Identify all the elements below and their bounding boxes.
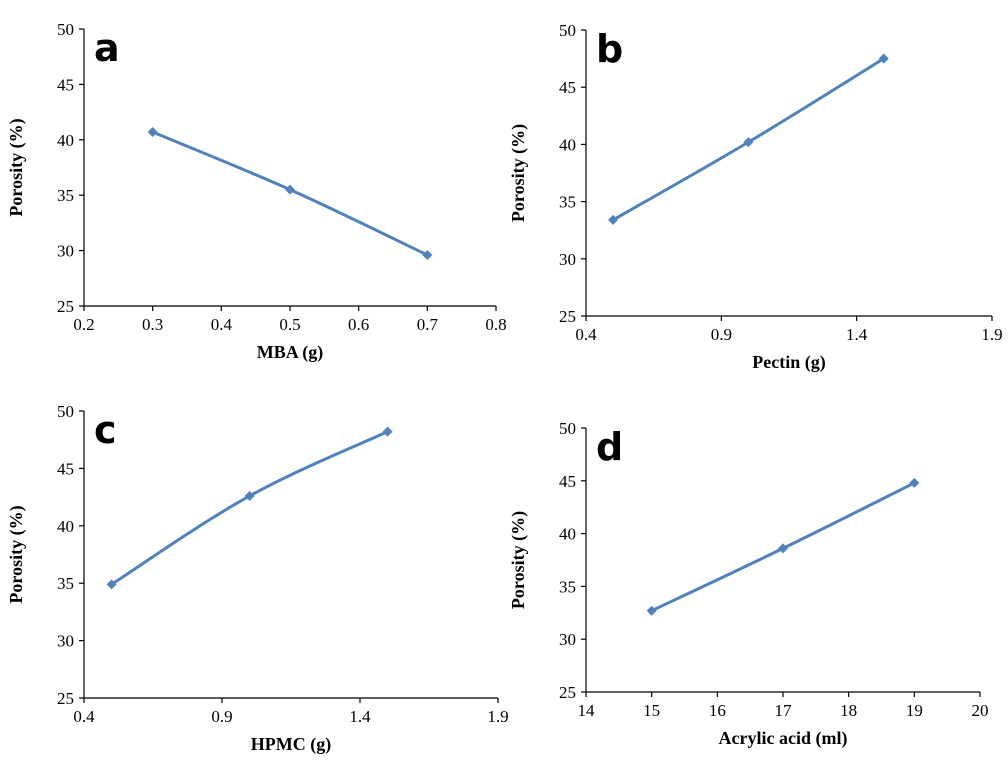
data-point-marker [778,543,788,554]
y-tick-label: 50 [57,20,74,39]
x-tick-label: 15 [643,701,660,720]
x-axis-title: Pectin (g) [752,352,825,373]
y-tick-label: 30 [559,630,576,649]
panel-label: a [94,26,120,70]
y-tick-label: 25 [57,297,74,316]
x-tick-label: 1.9 [981,325,1002,344]
y-axis-title: Porosity (%) [6,505,27,603]
y-tick-label: 40 [559,525,576,544]
x-tick-label: 0.4 [575,325,597,344]
y-tick-label: 40 [57,131,74,150]
x-axis-title: Acrylic acid (ml) [719,728,848,749]
x-tick-label: 1.4 [349,707,371,726]
y-tick-label: 25 [57,689,74,708]
data-point-marker [608,214,619,225]
y-tick-label: 30 [57,632,74,651]
x-tick-label: 1.9 [487,707,508,726]
series-line [110,430,390,586]
y-tick-label: 50 [57,402,74,421]
y-tick-label: 50 [559,21,576,40]
x-tick-label: 0.6 [348,315,369,334]
panel-label: b [596,27,623,71]
data-point-marker [106,579,117,590]
chart-panel-a: 25 30 35 40 45 50 0.2 0.3 0.4 0.5 0.6 0.7 0.8 MBA (g)… [6,20,507,363]
chart-panel-c: 25 30 35 40 45 50 0.4 0.9 1.4 1.9 HPMC (g) Porosity… [6,402,509,755]
data-point-marker [878,53,889,64]
y-axis-title: Porosity (%) [6,118,27,216]
y-tick-label: 25 [559,683,576,702]
x-axis-title: MBA (g) [257,342,324,363]
x-tick-label: 0.3 [142,315,163,334]
y-tick-label: 30 [57,242,74,261]
y-tick-label: 45 [559,78,576,97]
y-tick-label: 25 [559,307,576,326]
y-axis-title: Porosity (%) [508,124,529,222]
x-tick-label: 17 [775,701,793,720]
x-tick-label: 16 [709,701,726,720]
x-tick-label: 0.5 [279,315,300,334]
x-tick-label: 19 [906,701,923,720]
y-axis-title: Porosity (%) [508,511,529,609]
y-tick-label: 35 [57,574,74,593]
x-tick-label: 0.2 [73,315,94,334]
panel-label: c [94,408,117,452]
x-tick-label: 18 [840,701,857,720]
y-tick-label: 40 [57,517,74,536]
y-tick-label: 50 [559,419,576,438]
data-point-marker [646,605,657,616]
x-axis-title: HPMC (g) [251,734,331,755]
y-tick-label: 45 [57,75,74,94]
y-tick-label: 30 [559,250,576,269]
data-point-marker [422,250,433,261]
x-tick-label: 0.8 [485,315,506,334]
data-point-marker [285,184,295,195]
x-tick-label: 1.4 [846,325,868,344]
data-point-marker [743,137,754,148]
y-tick-label: 40 [559,135,576,154]
panel-label: d [596,425,623,469]
x-tick-label: 0.7 [417,315,439,334]
data-point-marker [909,477,920,488]
data-point-marker [147,127,158,138]
x-tick-label: 0.9 [711,325,732,344]
x-tick-label: 14 [578,701,596,720]
x-tick-label: 20 [972,701,989,720]
data-point-marker [382,426,393,437]
chart-panel-b: 25 30 35 40 45 50 0.4 0.9 1.4 1.9 Pectin (g) Porosi… [508,21,1003,373]
data-point-marker [244,490,255,501]
y-tick-label: 35 [57,186,74,205]
x-tick-label: 0.9 [211,707,232,726]
x-tick-label: 0.4 [211,315,233,334]
y-tick-label: 45 [559,472,576,491]
y-tick-label: 35 [559,193,576,212]
x-tick-label: 0.4 [73,707,95,726]
y-tick-label: 35 [559,577,576,596]
y-tick-label: 45 [57,459,74,478]
chart-panel-d: 25 30 35 40 45 50 14 15 16 17 18 19 20 Acrylic acid (… [508,419,989,749]
